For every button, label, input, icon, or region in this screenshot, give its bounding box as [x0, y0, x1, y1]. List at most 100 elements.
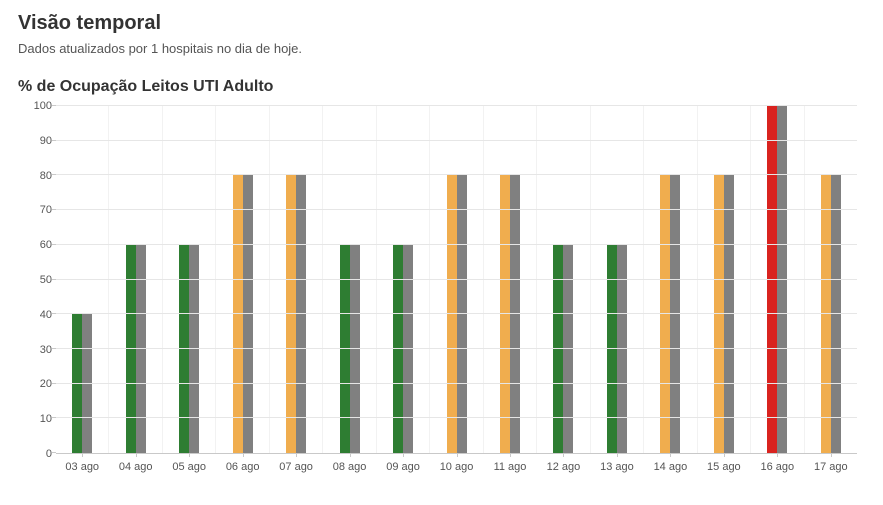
gridline	[56, 105, 857, 106]
page-title: Visão temporal	[18, 12, 865, 35]
primary-bar	[714, 175, 724, 453]
secondary-bar	[831, 175, 841, 453]
bar-pair	[340, 106, 360, 453]
primary-bar	[607, 245, 617, 453]
ytick-mark	[52, 209, 56, 210]
ytick-label: 90	[18, 135, 52, 147]
category: 13 ago	[590, 106, 643, 453]
gridline	[56, 313, 857, 314]
secondary-bar	[457, 175, 467, 453]
xtick-mark	[777, 453, 778, 457]
ytick-label: 0	[18, 448, 52, 460]
xtick-label: 11 ago	[494, 461, 527, 473]
bar-pair	[286, 106, 306, 453]
xtick-mark	[457, 453, 458, 457]
xtick-label: 17 ago	[814, 461, 848, 473]
xtick-label: 07 ago	[279, 461, 313, 473]
category: 07 ago	[269, 106, 322, 453]
bar-pair	[393, 106, 413, 453]
primary-bar	[393, 245, 403, 453]
ytick-mark	[52, 313, 56, 314]
xtick-mark	[831, 453, 832, 457]
occupancy-chart: 03 ago04 ago05 ago06 ago07 ago08 ago09 a…	[18, 100, 865, 480]
primary-bar	[286, 175, 296, 453]
xtick-label: 06 ago	[226, 461, 260, 473]
category: 16 ago	[750, 106, 803, 453]
secondary-bar	[777, 106, 787, 453]
secondary-bar	[296, 175, 306, 453]
gridline	[56, 174, 857, 175]
bar-pair	[447, 106, 467, 453]
ytick-label: 30	[18, 344, 52, 356]
primary-bar	[340, 245, 350, 453]
page-subtitle: Dados atualizados por 1 hospitais no dia…	[18, 41, 865, 56]
xtick-mark	[670, 453, 671, 457]
xtick-label: 16 ago	[761, 461, 795, 473]
xtick-mark	[724, 453, 725, 457]
category: 06 ago	[215, 106, 268, 453]
ytick-mark	[52, 452, 56, 453]
bar-pair	[607, 106, 627, 453]
bar-pair	[767, 106, 787, 453]
gridline	[56, 209, 857, 210]
ytick-mark	[52, 417, 56, 418]
xtick-mark	[136, 453, 137, 457]
bar-pair	[821, 106, 841, 453]
ytick-label: 70	[18, 204, 52, 216]
primary-bar	[660, 175, 670, 453]
category: 05 ago	[162, 106, 215, 453]
bar-pair	[126, 106, 146, 453]
plot-area: 03 ago04 ago05 ago06 ago07 ago08 ago09 a…	[56, 106, 857, 454]
category: 17 ago	[804, 106, 857, 453]
primary-bar	[553, 245, 563, 453]
category: 09 ago	[376, 106, 429, 453]
primary-bar	[233, 175, 243, 453]
xtick-label: 08 ago	[333, 461, 367, 473]
xtick-mark	[510, 453, 511, 457]
primary-bar	[447, 175, 457, 453]
xtick-mark	[403, 453, 404, 457]
secondary-bar	[189, 245, 199, 453]
ytick-label: 10	[18, 413, 52, 425]
ytick-label: 60	[18, 239, 52, 251]
bar-pair	[72, 106, 92, 453]
secondary-bar	[563, 245, 573, 453]
secondary-bar	[670, 175, 680, 453]
secondary-bar	[243, 175, 253, 453]
gridline	[56, 279, 857, 280]
ytick-mark	[52, 174, 56, 175]
xtick-label: 05 ago	[172, 461, 206, 473]
xtick-mark	[189, 453, 190, 457]
category: 14 ago	[643, 106, 696, 453]
xtick-label: 09 ago	[386, 461, 420, 473]
category: 03 ago	[56, 106, 108, 453]
bar-pair	[500, 106, 520, 453]
category: 10 ago	[429, 106, 482, 453]
xtick-label: 04 ago	[119, 461, 153, 473]
primary-bar	[821, 175, 831, 453]
ytick-mark	[52, 105, 56, 106]
xtick-label: 14 ago	[654, 461, 688, 473]
bars-container: 03 ago04 ago05 ago06 ago07 ago08 ago09 a…	[56, 106, 857, 453]
bar-pair	[233, 106, 253, 453]
category: 15 ago	[697, 106, 750, 453]
category: 04 ago	[108, 106, 161, 453]
ytick-label: 100	[18, 100, 52, 112]
ytick-mark	[52, 383, 56, 384]
gridline	[56, 383, 857, 384]
bar-pair	[714, 106, 734, 453]
secondary-bar	[617, 245, 627, 453]
chart-title: % de Ocupação Leitos UTI Adulto	[18, 78, 865, 96]
secondary-bar	[136, 245, 146, 453]
primary-bar	[126, 245, 136, 453]
xtick-mark	[243, 453, 244, 457]
xtick-mark	[617, 453, 618, 457]
bar-pair	[553, 106, 573, 453]
ytick-mark	[52, 279, 56, 280]
secondary-bar	[724, 175, 734, 453]
category: 12 ago	[536, 106, 589, 453]
primary-bar	[179, 245, 189, 453]
gridline	[56, 417, 857, 418]
xtick-label: 15 ago	[707, 461, 741, 473]
ytick-label: 50	[18, 274, 52, 286]
